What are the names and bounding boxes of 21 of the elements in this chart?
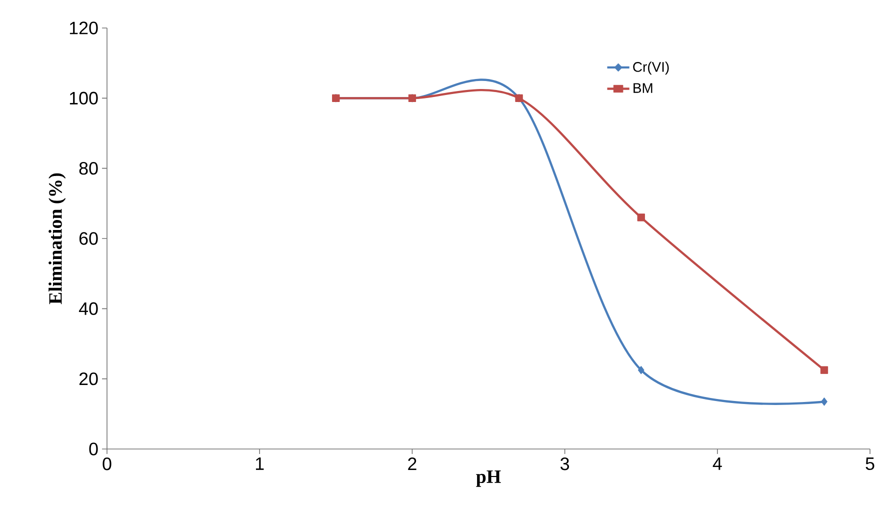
x-tick-label: 4 bbox=[712, 457, 722, 470]
point bbox=[638, 366, 644, 374]
y-tick-label: 80 bbox=[79, 162, 98, 175]
y-tick-label: 0 bbox=[89, 442, 98, 456]
x-tick-label: 2 bbox=[408, 457, 416, 470]
point bbox=[820, 366, 828, 374]
x-tick-label: 0 bbox=[102, 457, 112, 470]
point bbox=[637, 214, 645, 222]
legend-label: Cr(VI) bbox=[633, 62, 669, 75]
x-tick-label: 3 bbox=[560, 457, 570, 470]
x-tick-label: 5 bbox=[866, 457, 874, 470]
legend-label: BM bbox=[634, 83, 652, 93]
y-tick-label: 120 bbox=[70, 22, 98, 34]
y-tick-label: 20 bbox=[79, 372, 98, 386]
y-tick-label: 100 bbox=[70, 92, 98, 105]
y-axis-title: Elimination (%) bbox=[48, 173, 66, 304]
y-tick-label: 40 bbox=[78, 302, 98, 316]
y-tick-label: 60 bbox=[79, 232, 98, 245]
x-axis-title: pH bbox=[476, 470, 501, 487]
x-tick-label: 1 bbox=[256, 457, 264, 470]
point bbox=[820, 397, 828, 406]
